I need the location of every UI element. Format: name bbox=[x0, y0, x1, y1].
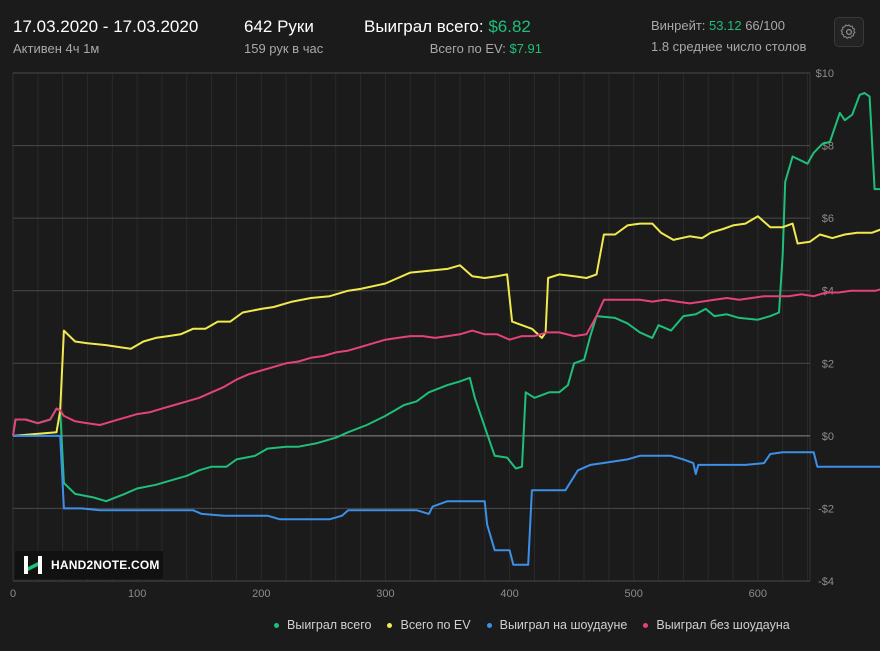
won-total: Выиграл всего: $6.82 bbox=[364, 17, 531, 37]
winrate: Винрейт: 53.12 66/100 bbox=[651, 18, 785, 33]
date-range: 17.03.2020 - 17.03.2020 bbox=[13, 17, 199, 36]
chart-grid bbox=[12, 72, 811, 582]
y-tick-label: -$2 bbox=[818, 503, 834, 515]
legend-dot-icon bbox=[643, 622, 649, 628]
avg-tables: 1.8 среднее число столов bbox=[651, 39, 807, 54]
ev-total: Всего по EV: $7.91 bbox=[430, 41, 542, 56]
x-tick-label: 500 bbox=[625, 588, 643, 600]
hands-per-hour: 159 рук в час bbox=[244, 41, 324, 56]
winrate-count: 66/100 bbox=[745, 18, 785, 33]
ev-label: Всего по EV: bbox=[429, 41, 506, 56]
logo-text: HAND2NOTE.COM bbox=[51, 558, 160, 572]
h2n-logo-icon bbox=[24, 556, 42, 574]
hand2note-logo: HAND2NOTE.COM bbox=[15, 551, 163, 579]
chart-legend: Выиграл всего Всего по EV Выиграл на шоуда… bbox=[274, 618, 806, 632]
y-tick-label: $6 bbox=[822, 213, 834, 225]
x-tick-label: 200 bbox=[252, 588, 270, 600]
x-axis-labels: 0 100 200 300 400 500 600 bbox=[10, 588, 767, 600]
legend-label: Всего по EV bbox=[400, 618, 471, 632]
legend-dot-icon bbox=[486, 622, 492, 628]
winrate-label: Винрейт: bbox=[651, 18, 706, 33]
x-tick-label: 0 bbox=[10, 588, 16, 600]
legend-item[interactable]: Всего по EV bbox=[387, 618, 471, 632]
legend-dot-icon bbox=[274, 622, 279, 628]
y-tick-label: $2 bbox=[822, 358, 834, 370]
winrate-value: 53.12 bbox=[709, 18, 742, 33]
legend-label: Выиграл без шоудауна bbox=[656, 618, 790, 632]
legend-label: Выиграл всего bbox=[287, 618, 372, 632]
legend-label: Выиграл на шоудауне bbox=[499, 618, 628, 632]
won-total-label: Выиграл всего: bbox=[364, 17, 484, 36]
series-line bbox=[12, 288, 880, 437]
x-tick-label: 300 bbox=[376, 588, 394, 600]
won-total-value: $6.82 bbox=[488, 17, 531, 36]
y-tick-label: $10 bbox=[816, 68, 834, 80]
x-tick-label: 100 bbox=[128, 588, 146, 600]
y-tick-label: -$4 bbox=[818, 576, 834, 588]
legend-item[interactable]: Выиграл на шоудауне bbox=[486, 618, 628, 632]
hands-count: 642 Руки bbox=[244, 17, 314, 36]
series-line bbox=[12, 92, 880, 503]
x-tick-label: 400 bbox=[500, 588, 518, 600]
legend-dot-icon bbox=[387, 622, 393, 628]
x-tick-label: 600 bbox=[749, 588, 767, 600]
series-line bbox=[13, 434, 880, 566]
active-time: Активен 4ч 1м bbox=[13, 41, 100, 56]
series-line bbox=[12, 215, 880, 437]
y-tick-label: $0 bbox=[822, 431, 834, 443]
gear-icon bbox=[840, 24, 856, 39]
y-axis-labels: $10$8$6$4$2$0-$2-$4 bbox=[816, 68, 834, 588]
series-lines bbox=[12, 92, 880, 566]
legend-item[interactable]: Выиграл без шоудауна bbox=[643, 618, 790, 632]
ev-value: $7.91 bbox=[509, 41, 542, 56]
legend-item[interactable]: Выиграл всего bbox=[274, 618, 371, 632]
settings-button[interactable] bbox=[834, 17, 864, 47]
